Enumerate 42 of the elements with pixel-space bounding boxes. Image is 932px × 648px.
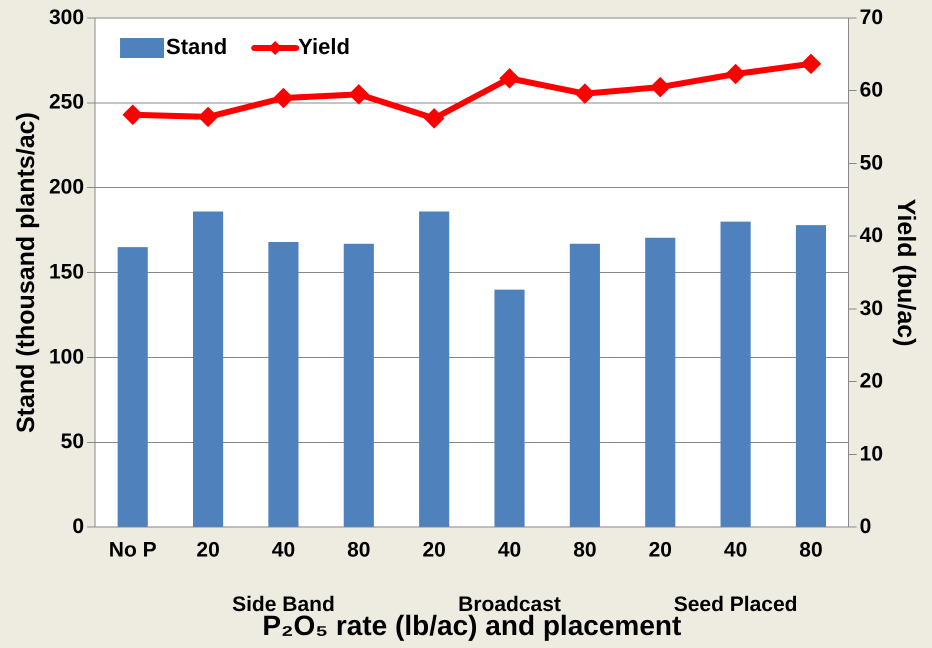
legend-label: Yield xyxy=(298,34,350,60)
y-tick-label: 50 xyxy=(60,430,84,454)
y2-tick-label: 60 xyxy=(860,78,883,102)
x-tick-label: 40 xyxy=(498,538,522,562)
y2-axis-title: Yield (bu/ac) xyxy=(892,198,920,346)
text: Broadcast xyxy=(458,592,561,616)
x-tick-label: 80 xyxy=(799,538,823,562)
x-tick-label: 80 xyxy=(347,538,370,562)
point xyxy=(350,85,368,104)
y-tick-label: 250 xyxy=(48,90,84,114)
legend-label: Stand xyxy=(166,34,228,60)
x-tick-label: 40 xyxy=(724,538,748,562)
y2-tick-label: 10 xyxy=(860,442,883,466)
y2-tick-label: 0 xyxy=(860,514,872,538)
point xyxy=(124,106,142,124)
point xyxy=(802,54,820,73)
y-tick-label: 300 xyxy=(48,6,84,29)
y-axis-title: Stand (thousand plants/ac) xyxy=(12,112,40,434)
point xyxy=(726,65,745,84)
point xyxy=(651,78,670,96)
point xyxy=(576,84,594,103)
y2-tick-label: 30 xyxy=(860,296,883,320)
x-tick-label: 20 xyxy=(422,538,446,562)
y2-tick-label: 70 xyxy=(860,6,883,29)
x-tick-label: No P xyxy=(108,538,157,562)
y2-tick-label: 50 xyxy=(860,151,883,174)
text: Side Band xyxy=(232,592,335,616)
y-tick-label: 0 xyxy=(72,514,84,538)
point xyxy=(425,109,444,128)
y-tick-label: 200 xyxy=(48,176,84,199)
point xyxy=(500,69,519,88)
x-tick-label: 20 xyxy=(648,538,672,562)
point xyxy=(274,89,292,108)
y-tick-label: 100 xyxy=(48,345,84,368)
x-tick-label: 80 xyxy=(573,538,597,562)
point xyxy=(199,108,218,126)
x-tick-label: 20 xyxy=(196,538,220,562)
text: Seed Placed xyxy=(674,592,798,616)
x-tick-label: 40 xyxy=(272,538,296,562)
y-tick-label: 150 xyxy=(48,260,84,284)
y2-tick-label: 20 xyxy=(860,370,883,393)
y2-tick-label: 40 xyxy=(860,224,883,248)
